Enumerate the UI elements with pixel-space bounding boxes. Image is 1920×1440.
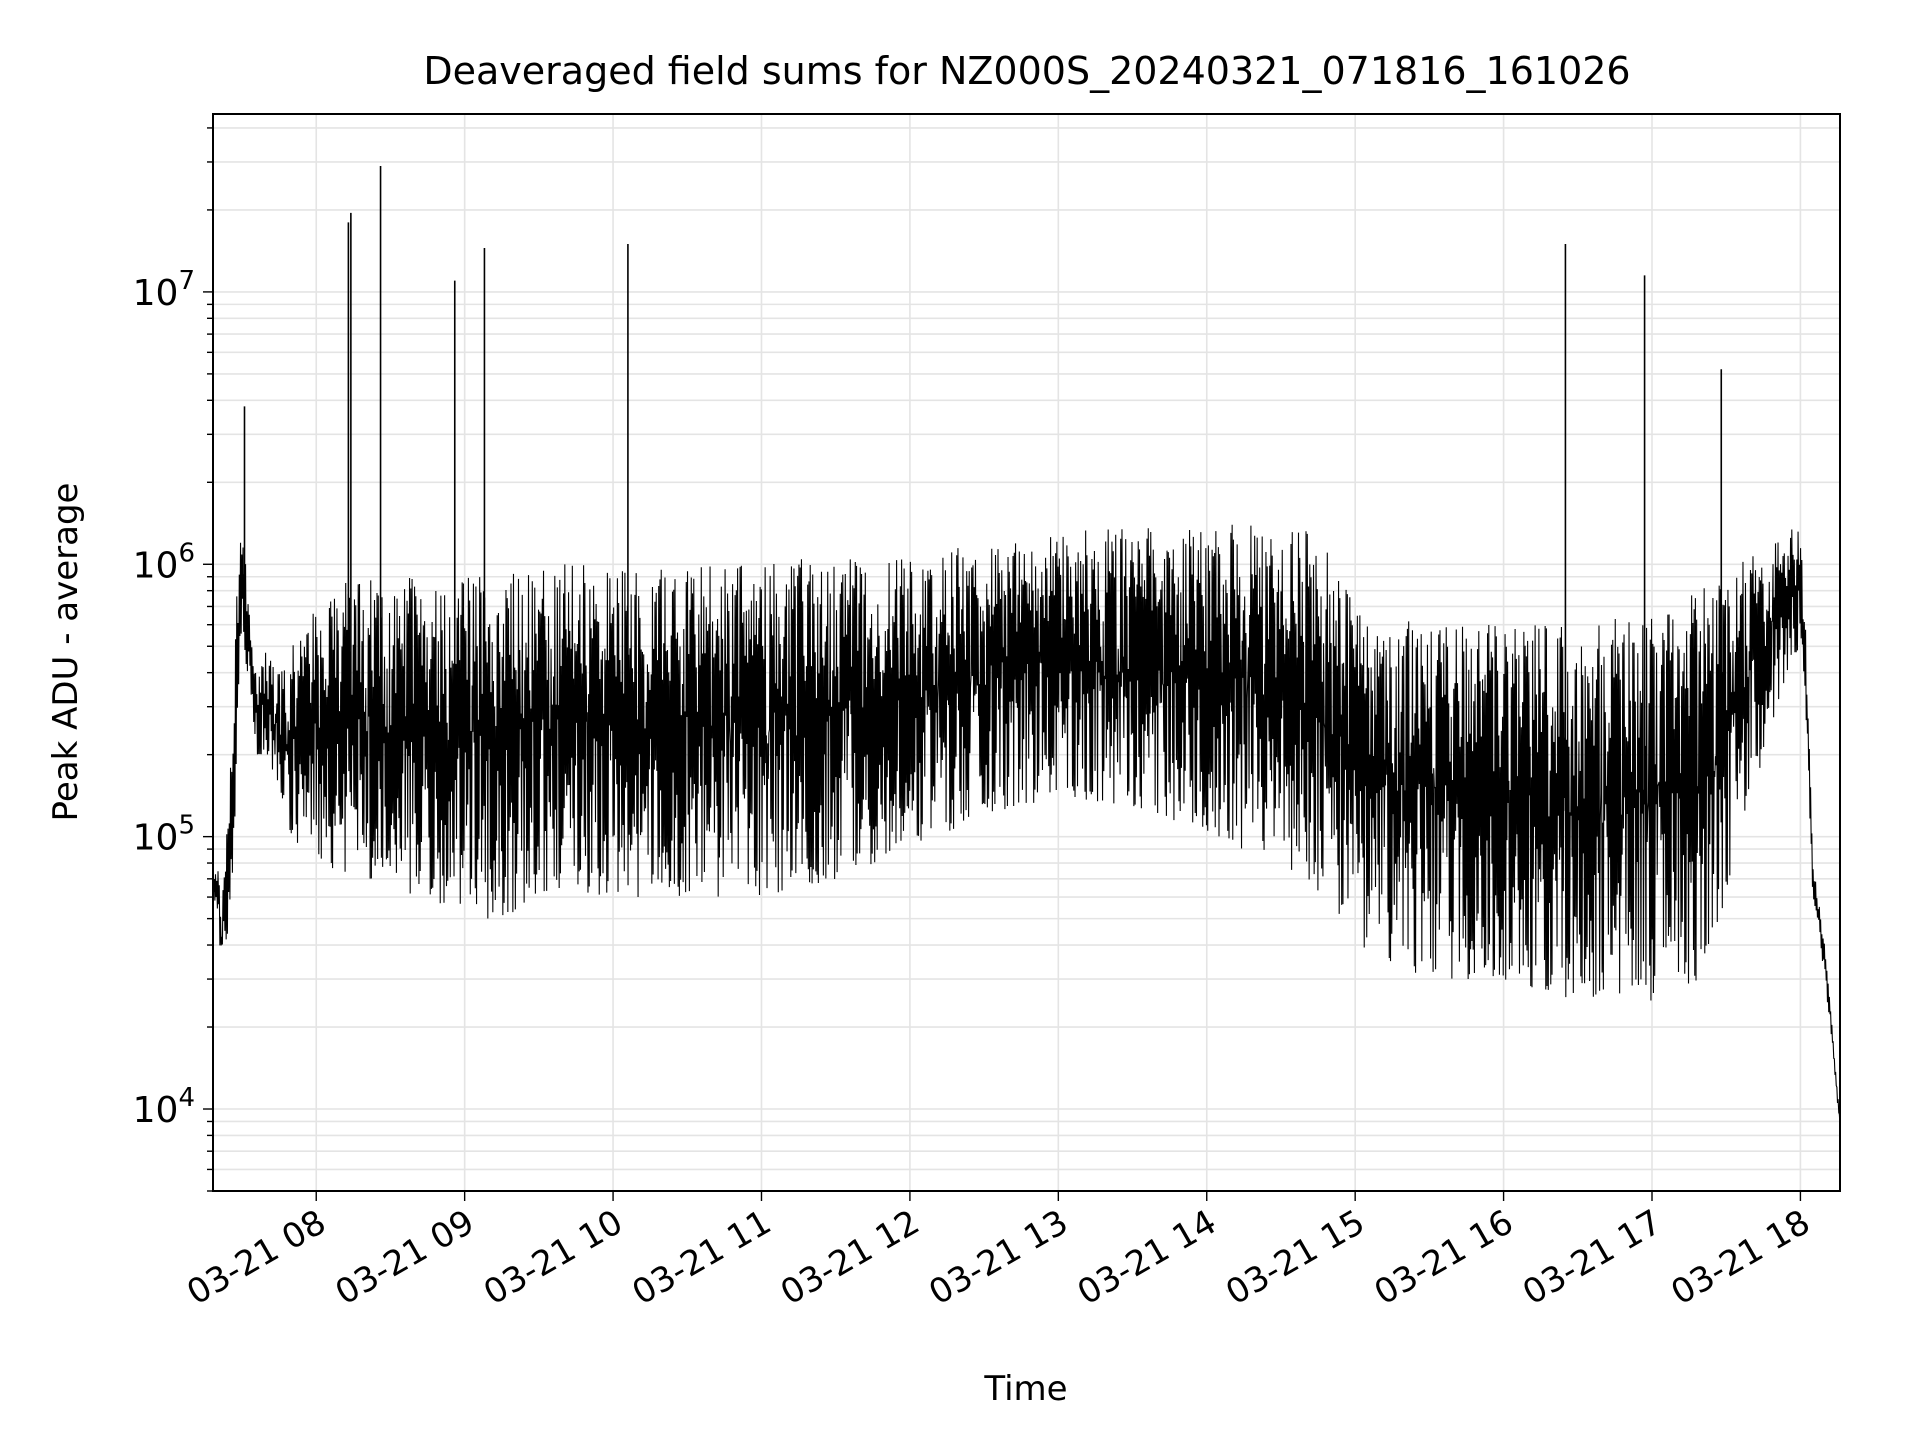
y-tick-label: 104	[133, 1083, 195, 1131]
y-axis-label: Peak ADU - average	[46, 483, 86, 822]
y-tick-label: 107	[133, 266, 195, 314]
plot-area	[212, 165, 1841, 1127]
series-line	[212, 524, 1841, 1127]
y-tick-label: 105	[133, 811, 195, 859]
chart-title: Deaveraged field sums for NZ000S_2024032…	[423, 49, 1630, 93]
x-axis-label: Time	[983, 1369, 1067, 1409]
y-tick-label: 106	[133, 538, 195, 586]
plot-frame	[212, 113, 1841, 1192]
